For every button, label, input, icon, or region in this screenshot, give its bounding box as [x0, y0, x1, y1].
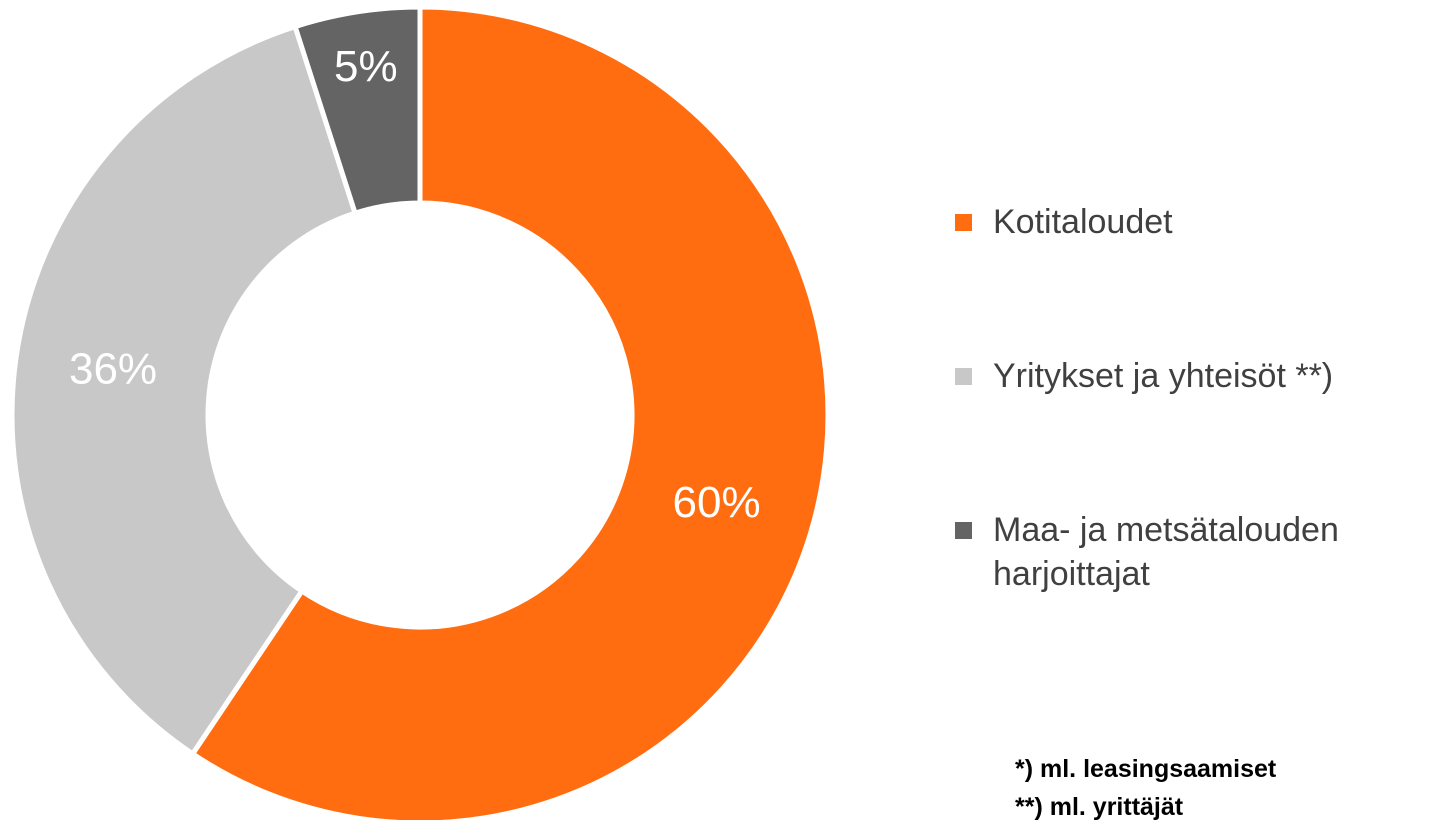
legend-item: Yritykset ja yhteisöt **) — [955, 354, 1433, 398]
legend-label: Yritykset ja yhteisöt **) — [993, 357, 1334, 395]
legend-label: Maa- ja metsätalouden harjoittajat — [993, 511, 1339, 593]
notes: *) ml. leasingsaamiset **) ml. yrittäjät — [1015, 750, 1276, 820]
data-label: 5% — [334, 42, 398, 91]
slice — [291, 4, 423, 217]
legend-swatch — [955, 522, 972, 539]
legend-swatch — [955, 214, 972, 231]
donut: 60% 36% 5% — [9, 4, 831, 820]
legend-label: Kotitaloudet — [993, 203, 1173, 241]
legend-swatch — [955, 368, 972, 385]
data-label: 36% — [69, 344, 157, 393]
slice — [9, 23, 359, 758]
data-label: 60% — [673, 478, 761, 527]
note: *) ml. leasingsaamiset — [1015, 755, 1277, 783]
legend-item: Maa- ja metsätalouden harjoittajat — [955, 508, 1433, 596]
legend: Kotitaloudet Yritykset ja yhteisöt **) Maa… — [955, 200, 1435, 706]
legend-item: Kotitaloudet — [955, 200, 1433, 244]
note: **) ml. yrittäjät — [1015, 793, 1184, 820]
slice — [189, 4, 831, 820]
